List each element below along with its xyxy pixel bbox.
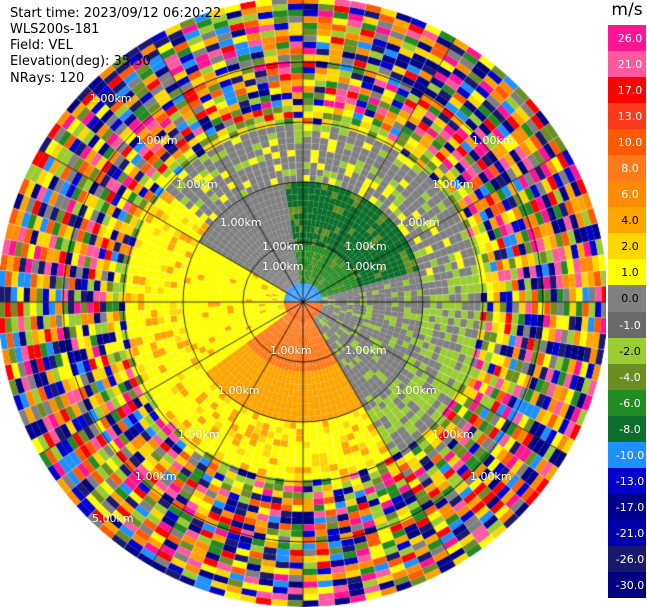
colorbar-tick-label: 21.0 xyxy=(617,58,643,72)
nrays-label: NRays: 120 xyxy=(10,71,85,86)
range-label: 1.00km xyxy=(136,134,178,147)
colorbar-segment xyxy=(608,311,646,339)
colorbar: 26.0 21.0 17.0 13.0 10.0 8.0 6.0 4.0 2.0 1.0 0.0 -1… xyxy=(608,25,646,599)
range-label: 1.00km xyxy=(262,240,304,253)
colorbar-segment xyxy=(608,493,646,521)
range-label: 1.00km xyxy=(135,470,177,483)
colorbar-tick-label: -26.0 xyxy=(615,552,645,566)
colorbar-tick-label: 1.0 xyxy=(621,266,639,280)
range-label: 5.00km xyxy=(92,512,134,525)
colorbar-segment xyxy=(608,181,646,208)
colorbar-tick-label: 8.0 xyxy=(621,162,639,176)
range-label: 1.00km xyxy=(395,384,437,397)
colorbar-tick-label: 13.0 xyxy=(617,110,643,124)
range-label: 1.00km xyxy=(345,240,387,253)
range-label: 1.00km xyxy=(176,178,218,191)
colorbar-segment xyxy=(608,519,646,547)
range-label: 1.00km xyxy=(90,92,132,105)
colorbar-segment xyxy=(608,129,646,156)
range-label: 1.00km xyxy=(262,260,304,273)
range-label: 1.00km xyxy=(218,384,260,397)
colorbar-segment xyxy=(608,285,646,312)
colorbar-tick-label: -30.0 xyxy=(615,578,645,592)
colorbar-tick-label: -6.0 xyxy=(619,396,641,410)
colorbar-tick-label: -13.0 xyxy=(615,474,645,488)
range-label: 1.00km xyxy=(432,178,474,191)
colorbar-segment xyxy=(608,207,646,234)
range-label: 1.00km xyxy=(432,428,474,441)
range-label: 1.00km xyxy=(470,470,512,483)
colorbar-segment xyxy=(608,155,646,182)
colorbar-segment xyxy=(608,259,646,286)
range-label: 1.00km xyxy=(178,428,220,441)
colorbar-segment xyxy=(608,415,646,443)
colorbar-tick-label: -17.0 xyxy=(615,500,645,514)
colorbar-segment xyxy=(608,571,646,599)
range-label: 1.00km xyxy=(220,216,262,229)
colorbar-unit: m/s xyxy=(611,0,643,20)
colorbar-segment xyxy=(608,363,646,391)
range-label: 1.00km xyxy=(472,134,514,147)
colorbar-segment xyxy=(608,77,646,104)
range-label: 1.00km xyxy=(270,344,312,357)
colorbar-tick-label: -8.0 xyxy=(619,422,641,436)
colorbar-segment xyxy=(608,389,646,417)
colorbar-segment xyxy=(608,51,646,78)
colorbar-segment xyxy=(608,545,646,573)
range-label: 1.00km xyxy=(345,344,387,357)
colorbar-tick-label: 0.0 xyxy=(621,292,639,306)
elevation-label: Elevation(deg): 35.30 xyxy=(10,54,151,69)
ppi-radar-plot xyxy=(0,0,606,607)
colorbar-tick-label: -2.0 xyxy=(619,344,641,358)
colorbar-tick-label: 17.0 xyxy=(617,84,643,98)
colorbar-tick-label: -4.0 xyxy=(619,370,641,384)
colorbar-segment xyxy=(608,337,646,365)
range-label: 1.00km xyxy=(398,216,440,229)
colorbar-tick-label: 2.0 xyxy=(621,240,639,254)
colorbar-tick-label: 26.0 xyxy=(617,32,643,46)
colorbar-tick-label: -10.0 xyxy=(615,448,645,462)
range-label: 1.00km xyxy=(345,260,387,273)
colorbar-segment xyxy=(608,233,646,260)
colorbar-segment xyxy=(608,441,646,469)
colorbar-segment xyxy=(608,103,646,130)
start-time-label: Start time: 2023/09/12 06:20:22 xyxy=(10,6,222,21)
field-label: Field: VEL xyxy=(10,38,73,53)
colorbar-segment xyxy=(608,25,646,52)
instrument-label: WLS200s-181 xyxy=(10,22,100,37)
colorbar-tick-label: -1.0 xyxy=(619,318,641,332)
colorbar-segment xyxy=(608,467,646,495)
colorbar-tick-label: 6.0 xyxy=(621,188,639,202)
colorbar-tick-label: 4.0 xyxy=(621,214,639,228)
colorbar-tick-label: -21.0 xyxy=(615,526,645,540)
colorbar-tick-label: 10.0 xyxy=(617,136,643,150)
